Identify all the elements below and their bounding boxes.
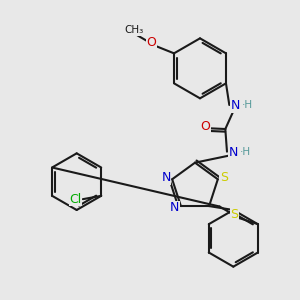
Text: N: N (228, 146, 238, 159)
Text: CH₃: CH₃ (124, 25, 144, 35)
Text: O: O (147, 35, 157, 49)
Text: Cl: Cl (69, 193, 82, 206)
Text: O: O (200, 120, 210, 133)
Text: ·H: ·H (240, 147, 251, 157)
Text: N: N (170, 201, 180, 214)
Text: ·H: ·H (242, 100, 253, 110)
Text: S: S (230, 208, 238, 221)
Text: N: N (231, 99, 240, 112)
Text: S: S (220, 171, 228, 184)
Text: N: N (161, 171, 171, 184)
